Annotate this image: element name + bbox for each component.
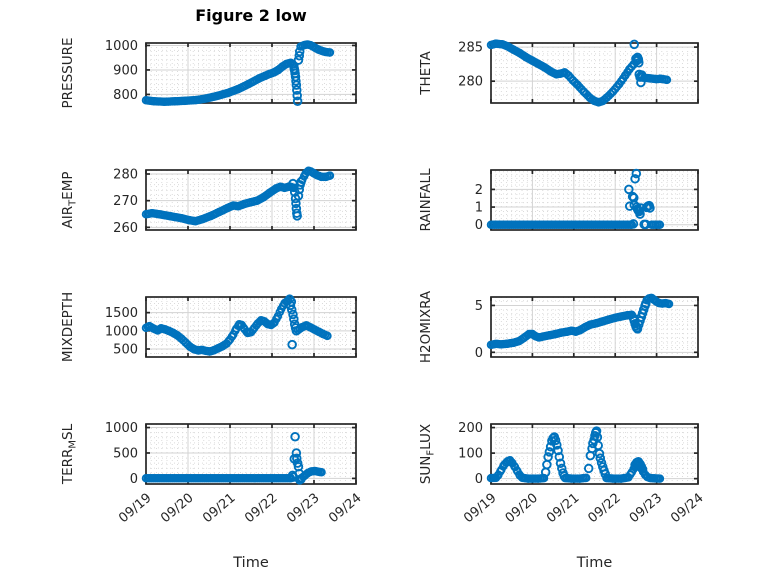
axes-box [490,296,699,358]
y-tick-label: 5 [475,299,483,314]
x-tick-label: 09/22 [585,491,623,527]
x-tick-label: 09/20 [503,491,541,527]
x-tick-label: 09/19 [461,491,499,527]
y-axis-label: AIRTEMP [60,171,79,228]
x-tick-label: 09/21 [544,491,582,527]
y-tick-label: 1000 [105,421,138,436]
y-axis-label: THETA [418,51,434,96]
subplot-theta: 280 285 THETA [418,39,699,107]
y-tick-label: 0 [130,472,138,487]
y-tick-label: 260 [113,221,138,236]
figure-title: Figure 2 low [195,6,307,25]
subplot-rainfall: 0 1 2 RAINFALL [418,168,699,233]
axes-box [145,42,357,104]
data-markers [141,166,335,226]
x-tick-label: 09/20 [158,491,196,527]
data-markers [486,426,665,483]
subplot-h2omixra: 0 5 H2OMIXRA [418,290,699,363]
y-tick-label: 0 [475,346,483,361]
y-tick-label: 280 [113,168,138,183]
y-tick-label: 2 [475,183,483,198]
y-tick-label: 270 [113,194,138,209]
x-axis-label-right: Time [576,555,613,571]
y-axis-label: SUNFLUX [418,424,437,484]
subplot-pressure: 800 900 1000 PRESSURE [60,38,357,109]
y-tick-label: 500 [113,343,138,358]
data-markers [486,168,665,230]
y-tick-label: 0 [475,472,483,487]
y-axis-label: H2OMIXRA [418,290,434,363]
x-tick-label: 09/21 [200,491,238,527]
y-tick-label: 800 [113,88,138,103]
y-tick-label: 0 [475,218,483,233]
data-markers [486,39,672,107]
y-axis-label: PRESSURE [60,38,76,109]
y-tick-label: 1000 [105,324,138,339]
x-tick-label: 09/19 [116,491,154,527]
x-tick-label: 09/23 [284,491,322,527]
x-tick-label: 09/24 [326,491,364,527]
subplot-terr-msl: 0 500 1000 TERRMSL 09/19 09/20 09/21 09/22 09/23… [60,421,365,526]
x-tick-label: 09/24 [668,491,706,527]
subplot-sun-flux: 0 100 200 SUNFLUX 09/19 09/20 09/21 09/22 09/23 0… [418,421,707,526]
y-axis-label: MIXDEPTH [60,292,76,362]
x-axis-label-left: Time [233,555,269,571]
y-tick-label: 100 [458,447,483,462]
y-axis-label: RAINFALL [418,168,434,231]
y-tick-label: 285 [458,41,483,56]
y-tick-label: 1 [475,201,483,216]
y-tick-label: 500 [113,446,138,461]
axes-box [145,423,357,485]
data-markers [141,431,326,485]
y-tick-label: 280 [458,75,483,90]
y-axis-label: TERRMSL [60,423,79,485]
axes-box [490,423,699,485]
data-markers [141,294,332,356]
data-markers [486,293,674,350]
y-tick-label: 200 [458,421,483,436]
x-tick-label: 09/22 [242,491,280,527]
subplot-air-temp: 260 270 280 AIRTEMP [60,166,357,236]
y-tick-label: 1500 [105,306,138,321]
subplot-mixdepth: 500 1000 1500 MIXDEPTH [60,292,357,362]
data-markers [141,40,335,107]
axes-box [490,169,699,231]
x-tick-label: 09/23 [627,491,665,527]
y-tick-label: 900 [113,63,138,78]
y-tick-label: 1000 [105,39,138,54]
